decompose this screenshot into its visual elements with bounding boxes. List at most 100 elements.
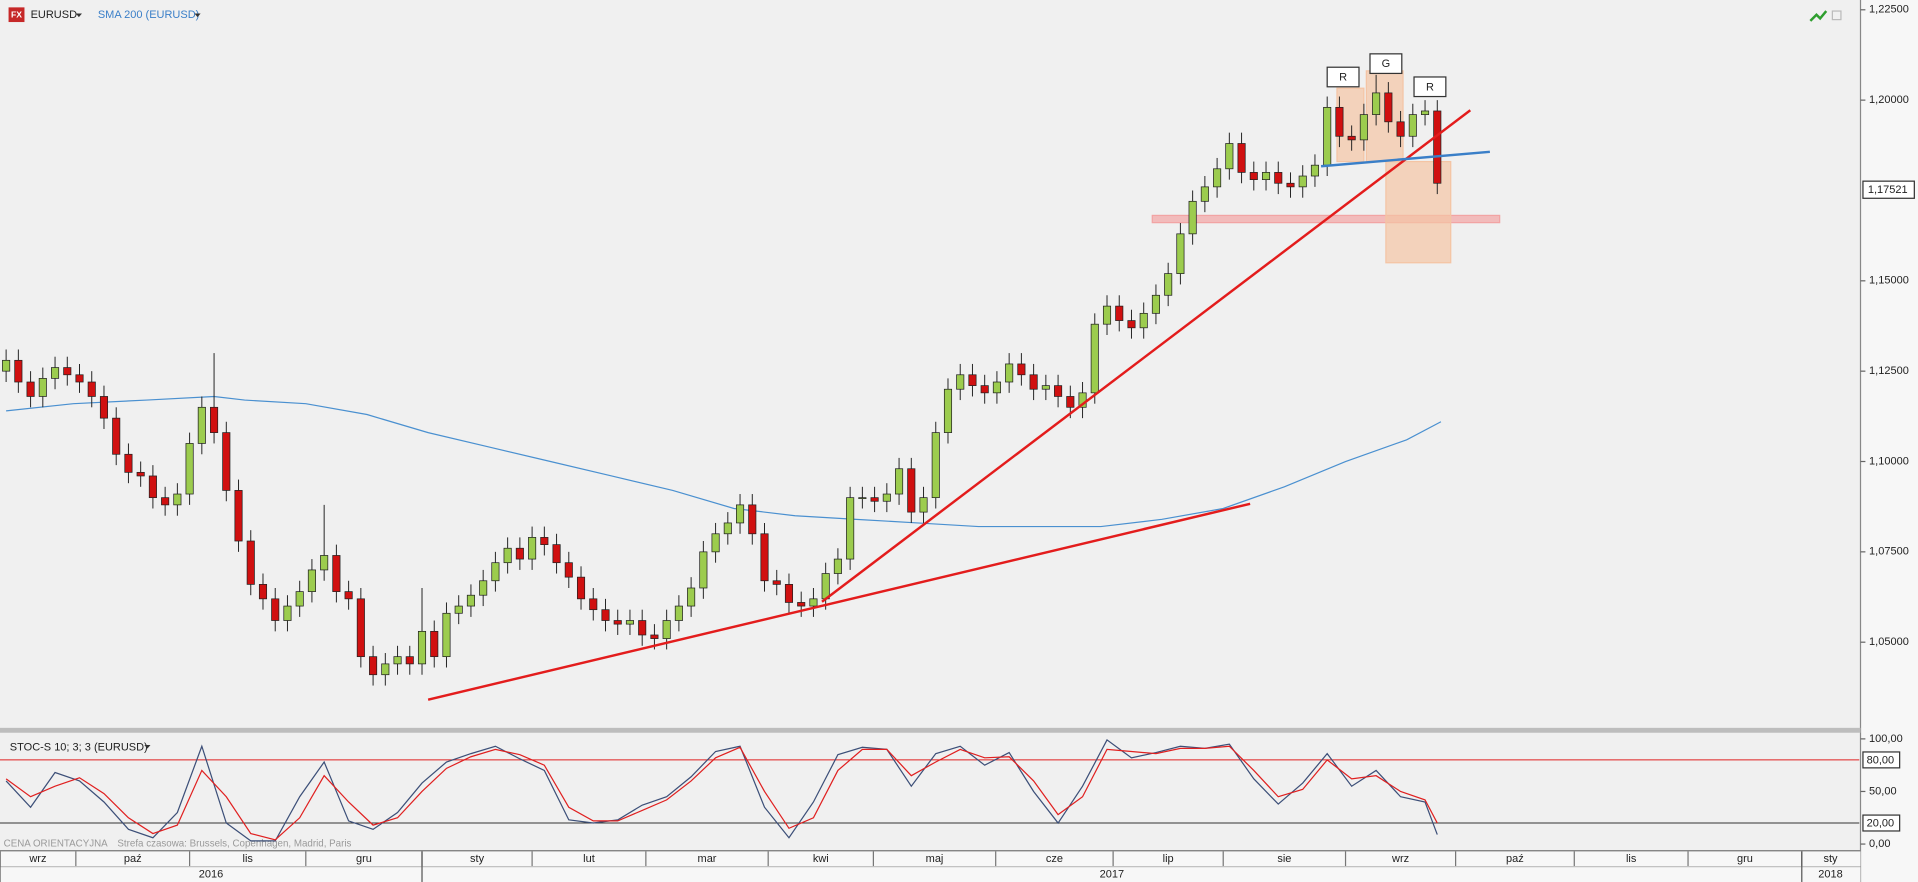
candle-body: [992, 381, 1001, 394]
candle-body: [161, 497, 170, 506]
candle-body: [613, 620, 622, 625]
candle-body: [1261, 172, 1271, 181]
x-tick-label: lis: [1626, 853, 1637, 865]
x-tick-label: sty: [1824, 853, 1839, 865]
x-tick-label: lut: [583, 853, 595, 865]
y-tick-label: 1,10000: [1869, 455, 1909, 467]
candle-body: [369, 656, 378, 676]
candle-body: [1115, 305, 1124, 321]
dropdown[interactable]: [194, 13, 201, 18]
candle-body: [2, 359, 11, 372]
candle-body: [148, 475, 157, 499]
candle-body: [185, 443, 194, 495]
y-tick-label: 1,05000: [1869, 636, 1909, 648]
candle-body: [736, 504, 745, 524]
x-tick-label: gru: [356, 853, 372, 865]
candle-body: [14, 359, 23, 383]
candle-body: [1310, 164, 1319, 177]
fx-icon-text: FX: [11, 10, 22, 20]
candle-body: [1151, 294, 1160, 314]
candle-body: [320, 555, 329, 571]
candle-body: [234, 490, 243, 542]
candle-body: [1005, 363, 1014, 383]
x-tick-label: sty: [470, 853, 485, 865]
pattern-label: R: [1426, 81, 1434, 93]
candle-body: [1164, 273, 1173, 296]
candle-body: [1176, 233, 1185, 274]
candle-body: [99, 396, 109, 419]
candle-body: [1249, 172, 1258, 181]
candle-body: [919, 497, 928, 513]
candle-body: [393, 656, 402, 665]
candle-body: [699, 551, 708, 589]
dropdown[interactable]: [144, 744, 151, 749]
candle-body: [1323, 106, 1332, 166]
pattern-label-box: [1413, 76, 1447, 98]
candle-body: [454, 605, 463, 614]
candle-body: [1298, 175, 1307, 188]
x-tick-label: kwi: [813, 853, 829, 865]
candle-body: [540, 537, 549, 545]
indicator-name[interactable]: SMA 200 (EURUSD): [98, 9, 199, 21]
candle-body: [846, 497, 855, 560]
candle-body: [748, 504, 757, 535]
x-tick-label: gru: [1737, 853, 1753, 865]
trend-icon[interactable]: [1809, 10, 1828, 22]
candle-body: [271, 598, 280, 621]
candle-body: [112, 417, 121, 455]
candle-body: [528, 537, 537, 560]
candle-body: [772, 580, 781, 585]
candle-body: [124, 453, 133, 473]
candle-body: [381, 663, 390, 676]
year-label: 2016: [199, 869, 223, 881]
candle-body: [1200, 186, 1209, 202]
candle-body: [1090, 323, 1099, 394]
candle-body: [1237, 143, 1246, 173]
candle-body: [1041, 385, 1050, 390]
candle-body: [246, 540, 255, 585]
candle-body: [1359, 114, 1368, 141]
candle-body: [63, 367, 72, 376]
candle-body: [907, 468, 916, 513]
trendline: [821, 109, 1472, 603]
candle-body: [870, 497, 879, 502]
candle-body: [1286, 182, 1295, 188]
candle-body: [1213, 168, 1222, 188]
candle-body: [1396, 121, 1405, 137]
sma-line: [6, 395, 1442, 528]
candle-body: [210, 406, 219, 433]
level-label: 20,00: [1867, 818, 1895, 830]
candle-body: [1127, 320, 1136, 329]
dropdown[interactable]: [75, 13, 82, 18]
candle-body: [491, 562, 500, 582]
candle-body: [515, 547, 524, 560]
candle-body: [1384, 92, 1393, 123]
pattern-label: G: [1382, 58, 1391, 70]
x-tick-label: sie: [1277, 853, 1291, 865]
candle-body: [858, 497, 867, 499]
candle-body: [638, 620, 647, 636]
window-icon[interactable]: [1831, 10, 1842, 21]
candle-body: [809, 598, 818, 607]
candle-body: [356, 598, 365, 658]
last-price-label: 1,17521: [1868, 184, 1908, 196]
candle-body: [662, 620, 671, 639]
candle-body: [784, 584, 794, 603]
candle-body: [430, 630, 439, 658]
candle-body: [601, 609, 610, 621]
x-tick-label: mar: [698, 853, 717, 865]
candle-body: [625, 620, 634, 625]
stoch-title[interactable]: STOC-S 10; 3; 3 (EURUSD): [10, 741, 148, 753]
candle-body: [1433, 110, 1442, 184]
candle-body: [564, 562, 573, 578]
symbol[interactable]: EURUSD: [31, 9, 78, 21]
y-tick-label: 100,00: [1869, 733, 1903, 745]
candle-body: [956, 374, 965, 390]
candle-body: [1335, 106, 1344, 137]
candle-body: [552, 544, 561, 564]
candle-body: [173, 493, 182, 506]
y-tick-label: 1,20000: [1869, 94, 1909, 106]
candle-body: [405, 656, 414, 665]
